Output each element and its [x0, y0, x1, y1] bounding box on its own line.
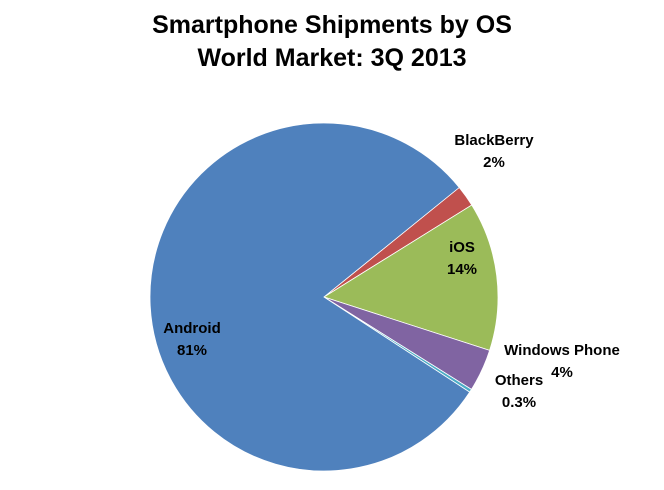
slice-label-others: Others: [495, 372, 543, 389]
chart-title-line-1: Smartphone Shipments by OS: [152, 11, 512, 39]
chart-title-line-2: World Market: 3Q 2013: [197, 44, 467, 72]
pie-slices: [149, 122, 499, 472]
slice-value-ios: 14%: [447, 261, 477, 278]
slice-label-blackberry: BlackBerry: [454, 132, 534, 149]
pie-labels: BlackBerry 2% iOS 14% Windows Phone 4% Others 0…: [163, 132, 620, 411]
slice-value-others: 0.3%: [502, 394, 536, 411]
pie-slice-ios: [323, 204, 499, 351]
slice-value-blackberry: 2%: [483, 154, 505, 171]
slice-label-ios: iOS: [449, 239, 475, 256]
slice-value-android: 81%: [177, 342, 207, 359]
slice-label-windows-phone: Windows Phone: [504, 342, 620, 359]
slice-label-android: Android: [163, 320, 221, 337]
pie-slice-android: [149, 122, 471, 472]
slice-value-windows-phone: 4%: [551, 364, 573, 381]
